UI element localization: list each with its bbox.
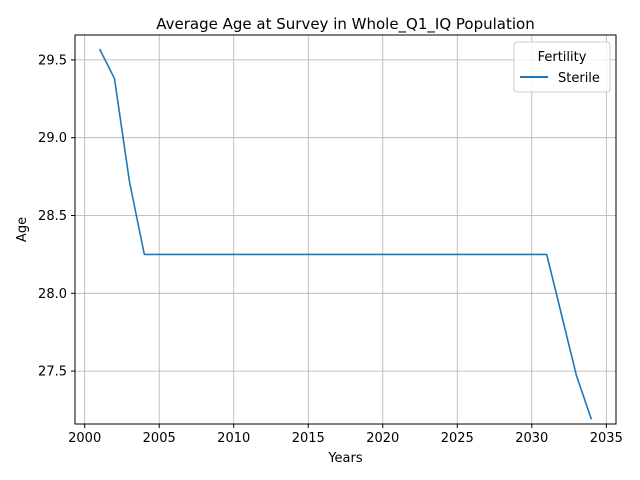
- y-tick-label: 28.5: [38, 209, 67, 224]
- x-tick-label: 2000: [68, 431, 101, 446]
- x-tick-label: 2010: [217, 431, 250, 446]
- legend-title: Fertility: [538, 50, 587, 65]
- y-axis-label: Age: [15, 217, 30, 242]
- series-line-sterile: [98, 48, 593, 420]
- axes-frame: [74, 34, 617, 425]
- x-tick-label: 2035: [590, 431, 623, 446]
- series-lines: [98, 48, 593, 420]
- legend-label-sterile: Sterile: [558, 71, 600, 86]
- legend-box: [513, 41, 611, 93]
- grid-lines: [75, 35, 616, 424]
- x-axis: 2000 2005 2010 2015 2020 2025 2030 2035: [68, 424, 623, 446]
- x-axis-label: Years: [327, 451, 363, 466]
- y-tick-label: 29.0: [38, 131, 67, 146]
- x-tick-label: 2015: [292, 431, 325, 446]
- y-axis: 27.5 28.0 28.5 29.0 29.5: [38, 53, 75, 380]
- legend: Fertility Sterile: [513, 41, 611, 93]
- x-tick-label: 2030: [515, 431, 548, 446]
- y-tick-label: 27.5: [38, 365, 67, 380]
- x-tick-label: 2025: [441, 431, 474, 446]
- chart-title: Average Age at Survey in Whole_Q1_IQ Pop…: [156, 15, 534, 34]
- x-tick-label: 2020: [366, 431, 399, 446]
- x-tick-label: 2005: [143, 431, 176, 446]
- y-tick-label: 29.5: [38, 53, 67, 68]
- y-tick-label: 28.0: [38, 287, 67, 302]
